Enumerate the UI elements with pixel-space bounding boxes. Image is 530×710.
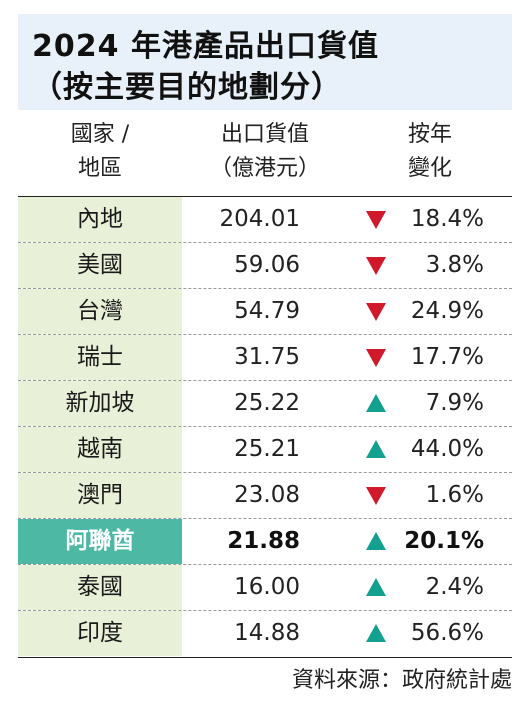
table-row: 瑞士 31.75 17.7% <box>18 335 512 381</box>
table-row: 印度 14.88 56.6% <box>18 611 512 657</box>
row-divider <box>18 518 512 519</box>
export-value: 16.00 <box>234 574 300 600</box>
title-banner <box>18 14 512 110</box>
table-bottom-rule <box>18 657 512 658</box>
country-cell: 泰國 <box>18 565 182 610</box>
country-cell: 台灣 <box>18 289 182 334</box>
up-triangle-icon <box>366 440 386 458</box>
header-value: 出口貨值 （億港元） <box>182 118 348 190</box>
row-divider <box>18 380 512 381</box>
change-cell: 20.1% <box>348 519 512 564</box>
yoy-change-value: 2.4% <box>425 574 484 600</box>
table-row: 阿聯酋 21.88 20.1% <box>18 519 512 565</box>
value-cell: 25.22 <box>182 381 348 426</box>
value-cell: 59.06 <box>182 243 348 288</box>
down-triangle-icon <box>366 487 386 505</box>
up-triangle-icon <box>366 394 386 412</box>
table-row: 台灣 54.79 24.9% <box>18 289 512 335</box>
country-cell: 澳門 <box>18 473 182 518</box>
header-country-line2: 地區 <box>77 156 122 181</box>
header-change-line1: 按年 <box>407 122 452 147</box>
yoy-change-value: 3.8% <box>425 252 484 278</box>
export-value: 204.01 <box>219 206 300 232</box>
export-value: 21.88 <box>227 528 300 554</box>
down-triangle-icon <box>366 349 386 367</box>
table-top-rule <box>18 196 512 197</box>
down-triangle-icon <box>366 257 386 275</box>
yoy-change-value: 1.6% <box>425 482 484 508</box>
row-divider <box>18 288 512 289</box>
change-cell: 18.4% <box>348 197 512 242</box>
export-value: 59.06 <box>234 252 300 278</box>
country-cell: 內地 <box>18 197 182 242</box>
change-cell: 3.8% <box>348 243 512 288</box>
country-cell: 瑞士 <box>18 335 182 380</box>
export-value: 31.75 <box>234 344 300 370</box>
row-divider <box>18 242 512 243</box>
yoy-change-value: 20.1% <box>404 528 484 554</box>
chart-subtitle: （按主要目的地劃分） <box>32 70 342 105</box>
header-country: 國家 / 地區 <box>18 118 182 190</box>
country-cell: 美國 <box>18 243 182 288</box>
yoy-change-value: 44.0% <box>410 436 484 462</box>
up-triangle-icon <box>366 578 386 596</box>
change-cell: 24.9% <box>348 289 512 334</box>
table-row: 泰國 16.00 2.4% <box>18 565 512 611</box>
export-value: 54.79 <box>234 298 300 324</box>
country-cell: 新加坡 <box>18 381 182 426</box>
value-cell: 14.88 <box>182 611 348 656</box>
yoy-change-value: 24.9% <box>410 298 484 324</box>
header-value-line1: 出口貨值 <box>220 122 309 147</box>
yoy-change-value: 7.9% <box>425 390 484 416</box>
change-cell: 56.6% <box>348 611 512 656</box>
value-cell: 204.01 <box>182 197 348 242</box>
row-divider <box>18 564 512 565</box>
table-row: 新加坡 25.22 7.9% <box>18 381 512 427</box>
row-divider <box>18 472 512 473</box>
row-divider <box>18 426 512 427</box>
row-divider <box>18 610 512 611</box>
yoy-change-value: 56.6% <box>410 620 484 646</box>
table-row: 越南 25.21 44.0% <box>18 427 512 473</box>
country-cell: 越南 <box>18 427 182 472</box>
header-value-line2: （億港元） <box>209 156 320 181</box>
up-triangle-icon <box>366 532 386 550</box>
table-row: 澳門 23.08 1.6% <box>18 473 512 519</box>
chart-title: 2024 年港產品出口貨值 <box>32 29 379 64</box>
value-cell: 31.75 <box>182 335 348 380</box>
yoy-change-value: 17.7% <box>410 344 484 370</box>
row-divider <box>18 334 512 335</box>
table-row: 內地 204.01 18.4% <box>18 197 512 243</box>
down-triangle-icon <box>366 303 386 321</box>
value-cell: 25.21 <box>182 427 348 472</box>
export-value: 25.21 <box>234 436 300 462</box>
change-cell: 2.4% <box>348 565 512 610</box>
value-cell: 21.88 <box>182 519 348 564</box>
change-cell: 17.7% <box>348 335 512 380</box>
value-cell: 23.08 <box>182 473 348 518</box>
header-country-line1: 國家 / <box>70 122 130 147</box>
value-cell: 16.00 <box>182 565 348 610</box>
header-change-line2: 變化 <box>407 156 452 181</box>
yoy-change-value: 18.4% <box>410 206 484 232</box>
source-note: 資料來源：政府統計處 <box>291 668 512 693</box>
export-value: 23.08 <box>234 482 300 508</box>
change-cell: 7.9% <box>348 381 512 426</box>
up-triangle-icon <box>366 624 386 642</box>
header-change: 按年 變化 <box>348 118 512 190</box>
export-value: 14.88 <box>234 620 300 646</box>
country-cell: 阿聯酋 <box>18 519 182 564</box>
value-cell: 54.79 <box>182 289 348 334</box>
change-cell: 44.0% <box>348 427 512 472</box>
table-row: 美國 59.06 3.8% <box>18 243 512 289</box>
change-cell: 1.6% <box>348 473 512 518</box>
country-cell: 印度 <box>18 611 182 656</box>
down-triangle-icon <box>366 211 386 229</box>
export-value: 25.22 <box>234 390 300 416</box>
